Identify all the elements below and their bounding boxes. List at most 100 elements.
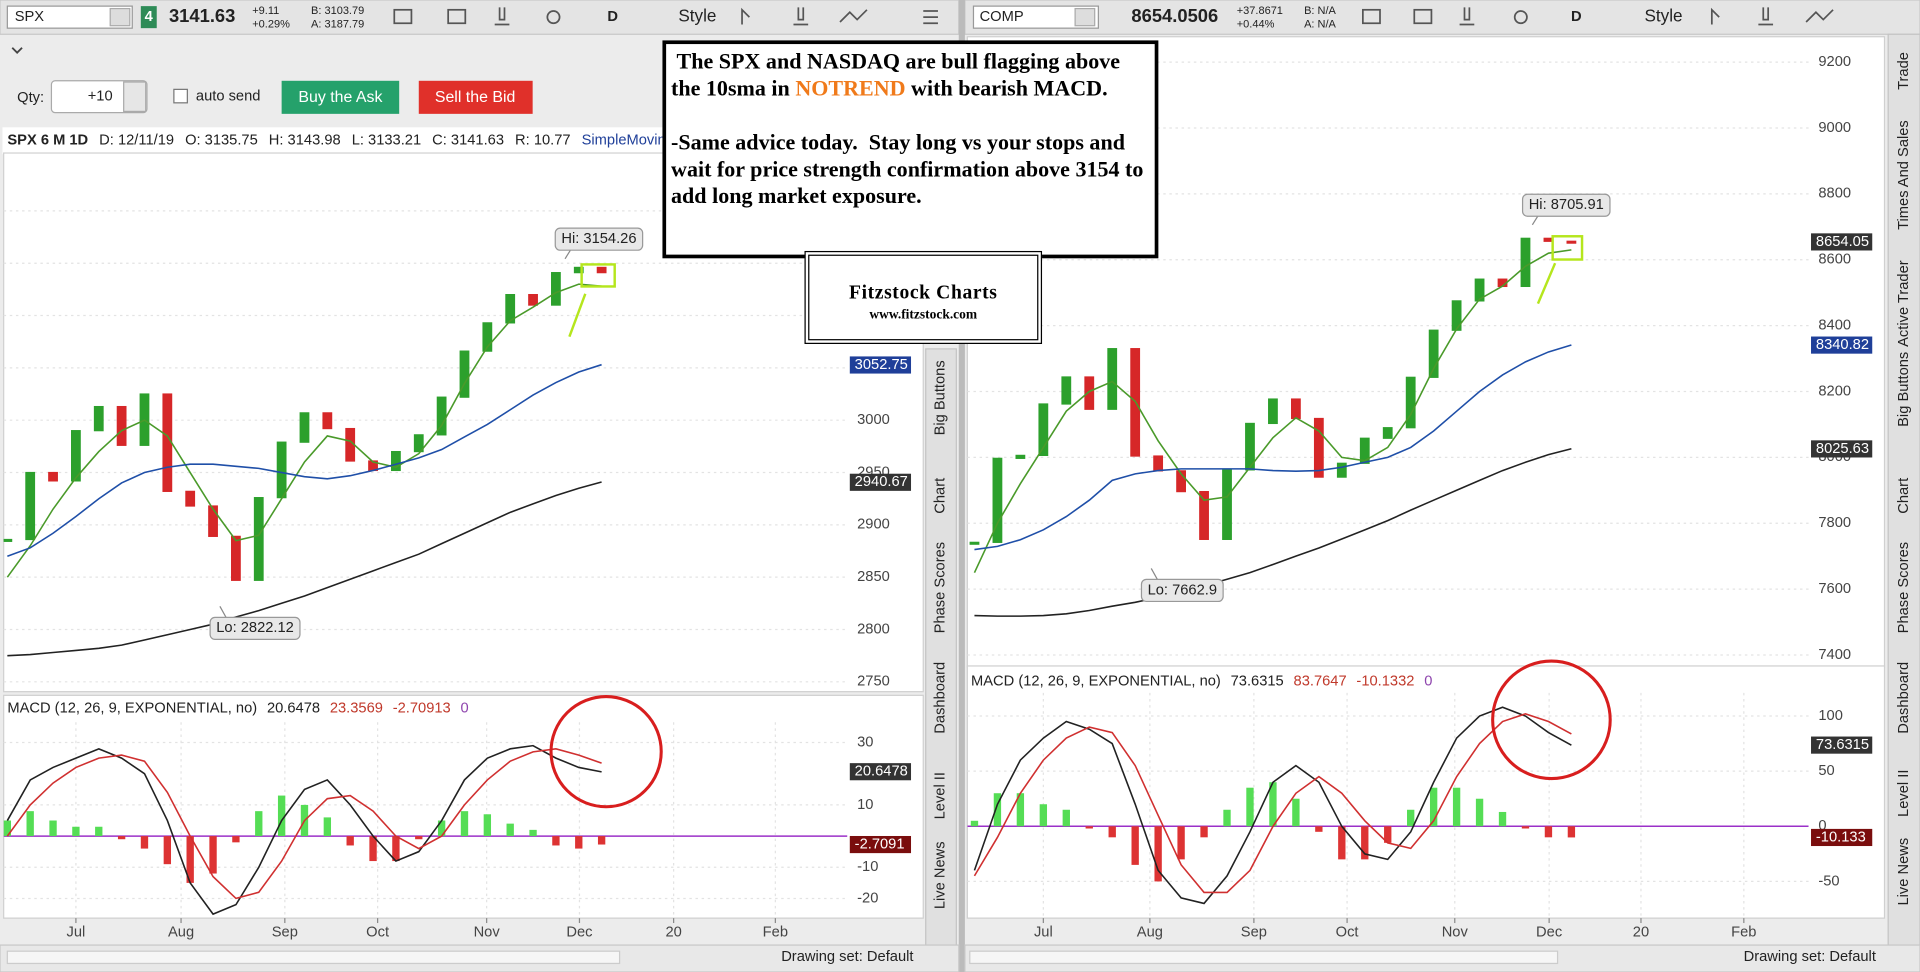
series-line — [973, 712, 1572, 894]
x-tick-label: Aug — [168, 925, 194, 941]
histogram-bar — [1039, 804, 1048, 827]
side-tab[interactable]: Phase Scores — [1896, 542, 1912, 633]
side-tab[interactable]: Active Trader — [1896, 260, 1912, 347]
indicator-readout: 20.6478 — [267, 701, 320, 717]
series-line — [974, 344, 1572, 551]
symbol-input[interactable] — [6, 5, 133, 29]
auto-send-checkbox[interactable] — [173, 88, 188, 104]
candle — [1290, 398, 1301, 420]
side-tab[interactable]: Chart — [1896, 478, 1912, 514]
buy-button[interactable] — [281, 80, 400, 114]
plot — [3, 744, 848, 916]
histogram-bar — [1085, 826, 1093, 829]
candle — [1474, 278, 1485, 302]
series-line — [6, 748, 602, 900]
drawing-set[interactable]: Drawing set: Default — [1744, 949, 1876, 965]
symbol[interactable]: COMP — [980, 9, 1024, 25]
side-tab[interactable]: Live News — [932, 841, 948, 909]
series-line — [7, 481, 602, 657]
auto-send-label[interactable]: auto send — [196, 89, 261, 105]
side-tab[interactable]: Big Buttons — [1896, 352, 1912, 427]
sell-label[interactable]: Sell the Bid — [435, 89, 515, 106]
side-tab[interactable]: Big Buttons — [932, 360, 948, 435]
histogram-bar — [506, 823, 514, 837]
candle — [116, 405, 127, 446]
link-badge[interactable] — [140, 6, 157, 29]
x-tick-label: Jul — [67, 925, 86, 941]
style-menu[interactable]: Style — [678, 6, 716, 26]
side-tab[interactable]: Level II — [1896, 770, 1912, 817]
side-tab[interactable]: Level II — [932, 772, 948, 819]
price-tag — [1811, 336, 1873, 354]
annotation-paragraph: -Same advice today. Stay long vs your st… — [671, 129, 1149, 209]
side-tab[interactable]: Trade — [1896, 52, 1912, 90]
histogram-bar — [1567, 826, 1576, 838]
x-tick-label: Dec — [566, 925, 592, 941]
side-tab[interactable]: Dashboard — [932, 662, 948, 734]
side-tab[interactable]: Live News — [1896, 838, 1912, 906]
annotation-paragraph: The SPX and NASDAQ are bull flagging abo… — [671, 48, 1150, 102]
buy-label[interactable]: Buy the Ask — [298, 89, 382, 106]
histogram-bar — [415, 836, 423, 840]
histogram-bar — [1223, 809, 1231, 827]
histogram-bar — [1292, 798, 1300, 827]
candle — [551, 272, 561, 306]
qty-spinner[interactable] — [123, 81, 147, 113]
candle — [969, 541, 980, 545]
histogram-bar — [1521, 826, 1530, 829]
toolbar-icons[interactable] — [393, 7, 1834, 26]
callout-label: Hi: 3154.26 — [561, 231, 636, 247]
scrollbar[interactable] — [6, 950, 621, 965]
plot-area — [3, 694, 924, 919]
candle — [1566, 240, 1577, 244]
symbol-input[interactable] — [972, 5, 1099, 29]
histogram-bar — [552, 836, 560, 846]
candle — [3, 538, 13, 542]
candle — [93, 405, 104, 432]
collapse-arrow[interactable] — [11, 47, 23, 54]
price-tag — [849, 356, 912, 374]
callout-label: Lo: 2822.12 — [216, 620, 294, 636]
price-tag-label: 20.6478 — [855, 764, 908, 780]
qty-label: Qty: — [17, 90, 44, 106]
drawing-set[interactable]: Drawing set: Default — [781, 949, 913, 965]
histogram-bar — [1016, 793, 1025, 827]
scrollbar[interactable] — [969, 950, 1559, 965]
style-menu[interactable]: Style — [1644, 6, 1682, 26]
dropdown[interactable] — [1074, 7, 1096, 27]
y-tick-label: 9000 — [1818, 120, 1851, 136]
histogram-bar — [26, 811, 34, 837]
bid: B: 3103.79 — [311, 5, 364, 17]
candle — [162, 393, 173, 492]
symbol[interactable]: SPX — [15, 9, 45, 25]
side-tab[interactable]: Dashboard — [1896, 662, 1912, 734]
indicator-readout: -2.70913 — [393, 701, 451, 717]
candle — [1313, 417, 1324, 478]
price-tag — [849, 835, 912, 854]
dropdown[interactable] — [109, 7, 131, 27]
side-tab[interactable]: Chart — [932, 478, 948, 514]
y-tick-label: 9200 — [1818, 54, 1851, 70]
indicator-readout: -10.1332 — [1356, 674, 1414, 690]
indicator-title: MACD (12, 26, 9, EXPONENTIAL, no) — [971, 674, 1221, 690]
y-tick-label: 8400 — [1818, 317, 1851, 333]
candle — [1015, 454, 1026, 459]
link-number: 4 — [145, 9, 154, 25]
qty-value[interactable]: +10 — [88, 89, 113, 105]
sell-button[interactable] — [418, 80, 533, 114]
series-line — [974, 448, 1572, 617]
x-tick-label: Jul — [1034, 925, 1053, 941]
candle — [1382, 427, 1393, 439]
logo-url: www.fitzstock.com — [869, 307, 978, 322]
histogram-bar — [1475, 798, 1484, 827]
candle — [1222, 469, 1232, 540]
y-tick-label: 30 — [857, 734, 873, 750]
price-tag — [1811, 440, 1873, 458]
side-tab[interactable]: Times And Sales — [1896, 120, 1912, 230]
x-tick-label: Sep — [272, 925, 298, 941]
period[interactable]: D — [607, 9, 618, 25]
period[interactable]: D — [1571, 9, 1582, 25]
y-tick-label: 8200 — [1818, 383, 1851, 399]
candle — [413, 434, 424, 453]
side-tab[interactable]: Phase Scores — [932, 542, 948, 633]
